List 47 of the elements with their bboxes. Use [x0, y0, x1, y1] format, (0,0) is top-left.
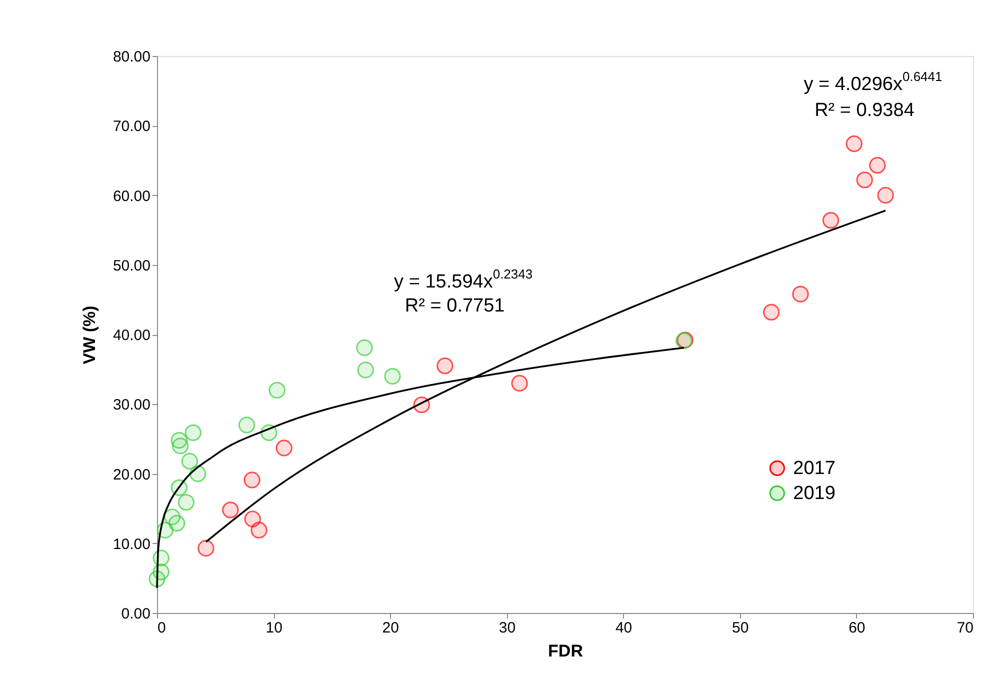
- x-tick-label: 20: [382, 620, 399, 636]
- point: [178, 494, 194, 511]
- point: [172, 438, 189, 454]
- y-tick-label: 70.00: [112, 118, 150, 136]
- y-tick-label: 20.00: [112, 466, 150, 484]
- legend-label: 2017: [793, 458, 836, 480]
- point: [222, 502, 239, 518]
- point: [869, 156, 886, 174]
- x-tick-label: 70: [956, 620, 974, 636]
- point: [877, 186, 894, 204]
- x-tick-label: 0: [158, 620, 166, 636]
- x-tick-label: 10: [266, 620, 282, 636]
- point: [846, 135, 862, 152]
- point: [436, 358, 454, 374]
- x-axis-title: FDR: [548, 642, 583, 660]
- y-tick-label: 10.00: [112, 536, 150, 553]
- point: [822, 212, 840, 229]
- y-tick-label: 30.00: [112, 396, 150, 414]
- point: [244, 472, 260, 488]
- annotation: R² = 0.7751: [404, 296, 505, 317]
- legend-label: 2019: [793, 483, 836, 504]
- x-tick-label: 60: [848, 620, 866, 636]
- y-tick-label: 60.00: [112, 188, 150, 205]
- y-axis-title: VW (%): [80, 306, 99, 364]
- point: [168, 514, 186, 532]
- y-tick-label: 40.00: [112, 327, 150, 344]
- point: [357, 362, 374, 378]
- point: [384, 368, 401, 385]
- point: [181, 452, 198, 470]
- point: [276, 440, 292, 456]
- point: [356, 339, 373, 356]
- point: [268, 382, 286, 399]
- y-tick-label: 80.00: [112, 48, 150, 66]
- point: [792, 286, 809, 302]
- y-tick-label: 0.00: [121, 606, 150, 622]
- point: [238, 416, 256, 434]
- point: [184, 424, 202, 441]
- point: [856, 172, 873, 188]
- point: [250, 522, 268, 538]
- point: [511, 374, 528, 392]
- x-tick-label: 50: [732, 620, 749, 636]
- x-tick-label: 40: [615, 620, 632, 636]
- point: [198, 540, 214, 557]
- x-tick-label: 30: [498, 620, 516, 636]
- point: [763, 304, 780, 321]
- y-tick-label: 50.00: [112, 257, 150, 274]
- annotation: R² = 0.9384: [814, 100, 915, 122]
